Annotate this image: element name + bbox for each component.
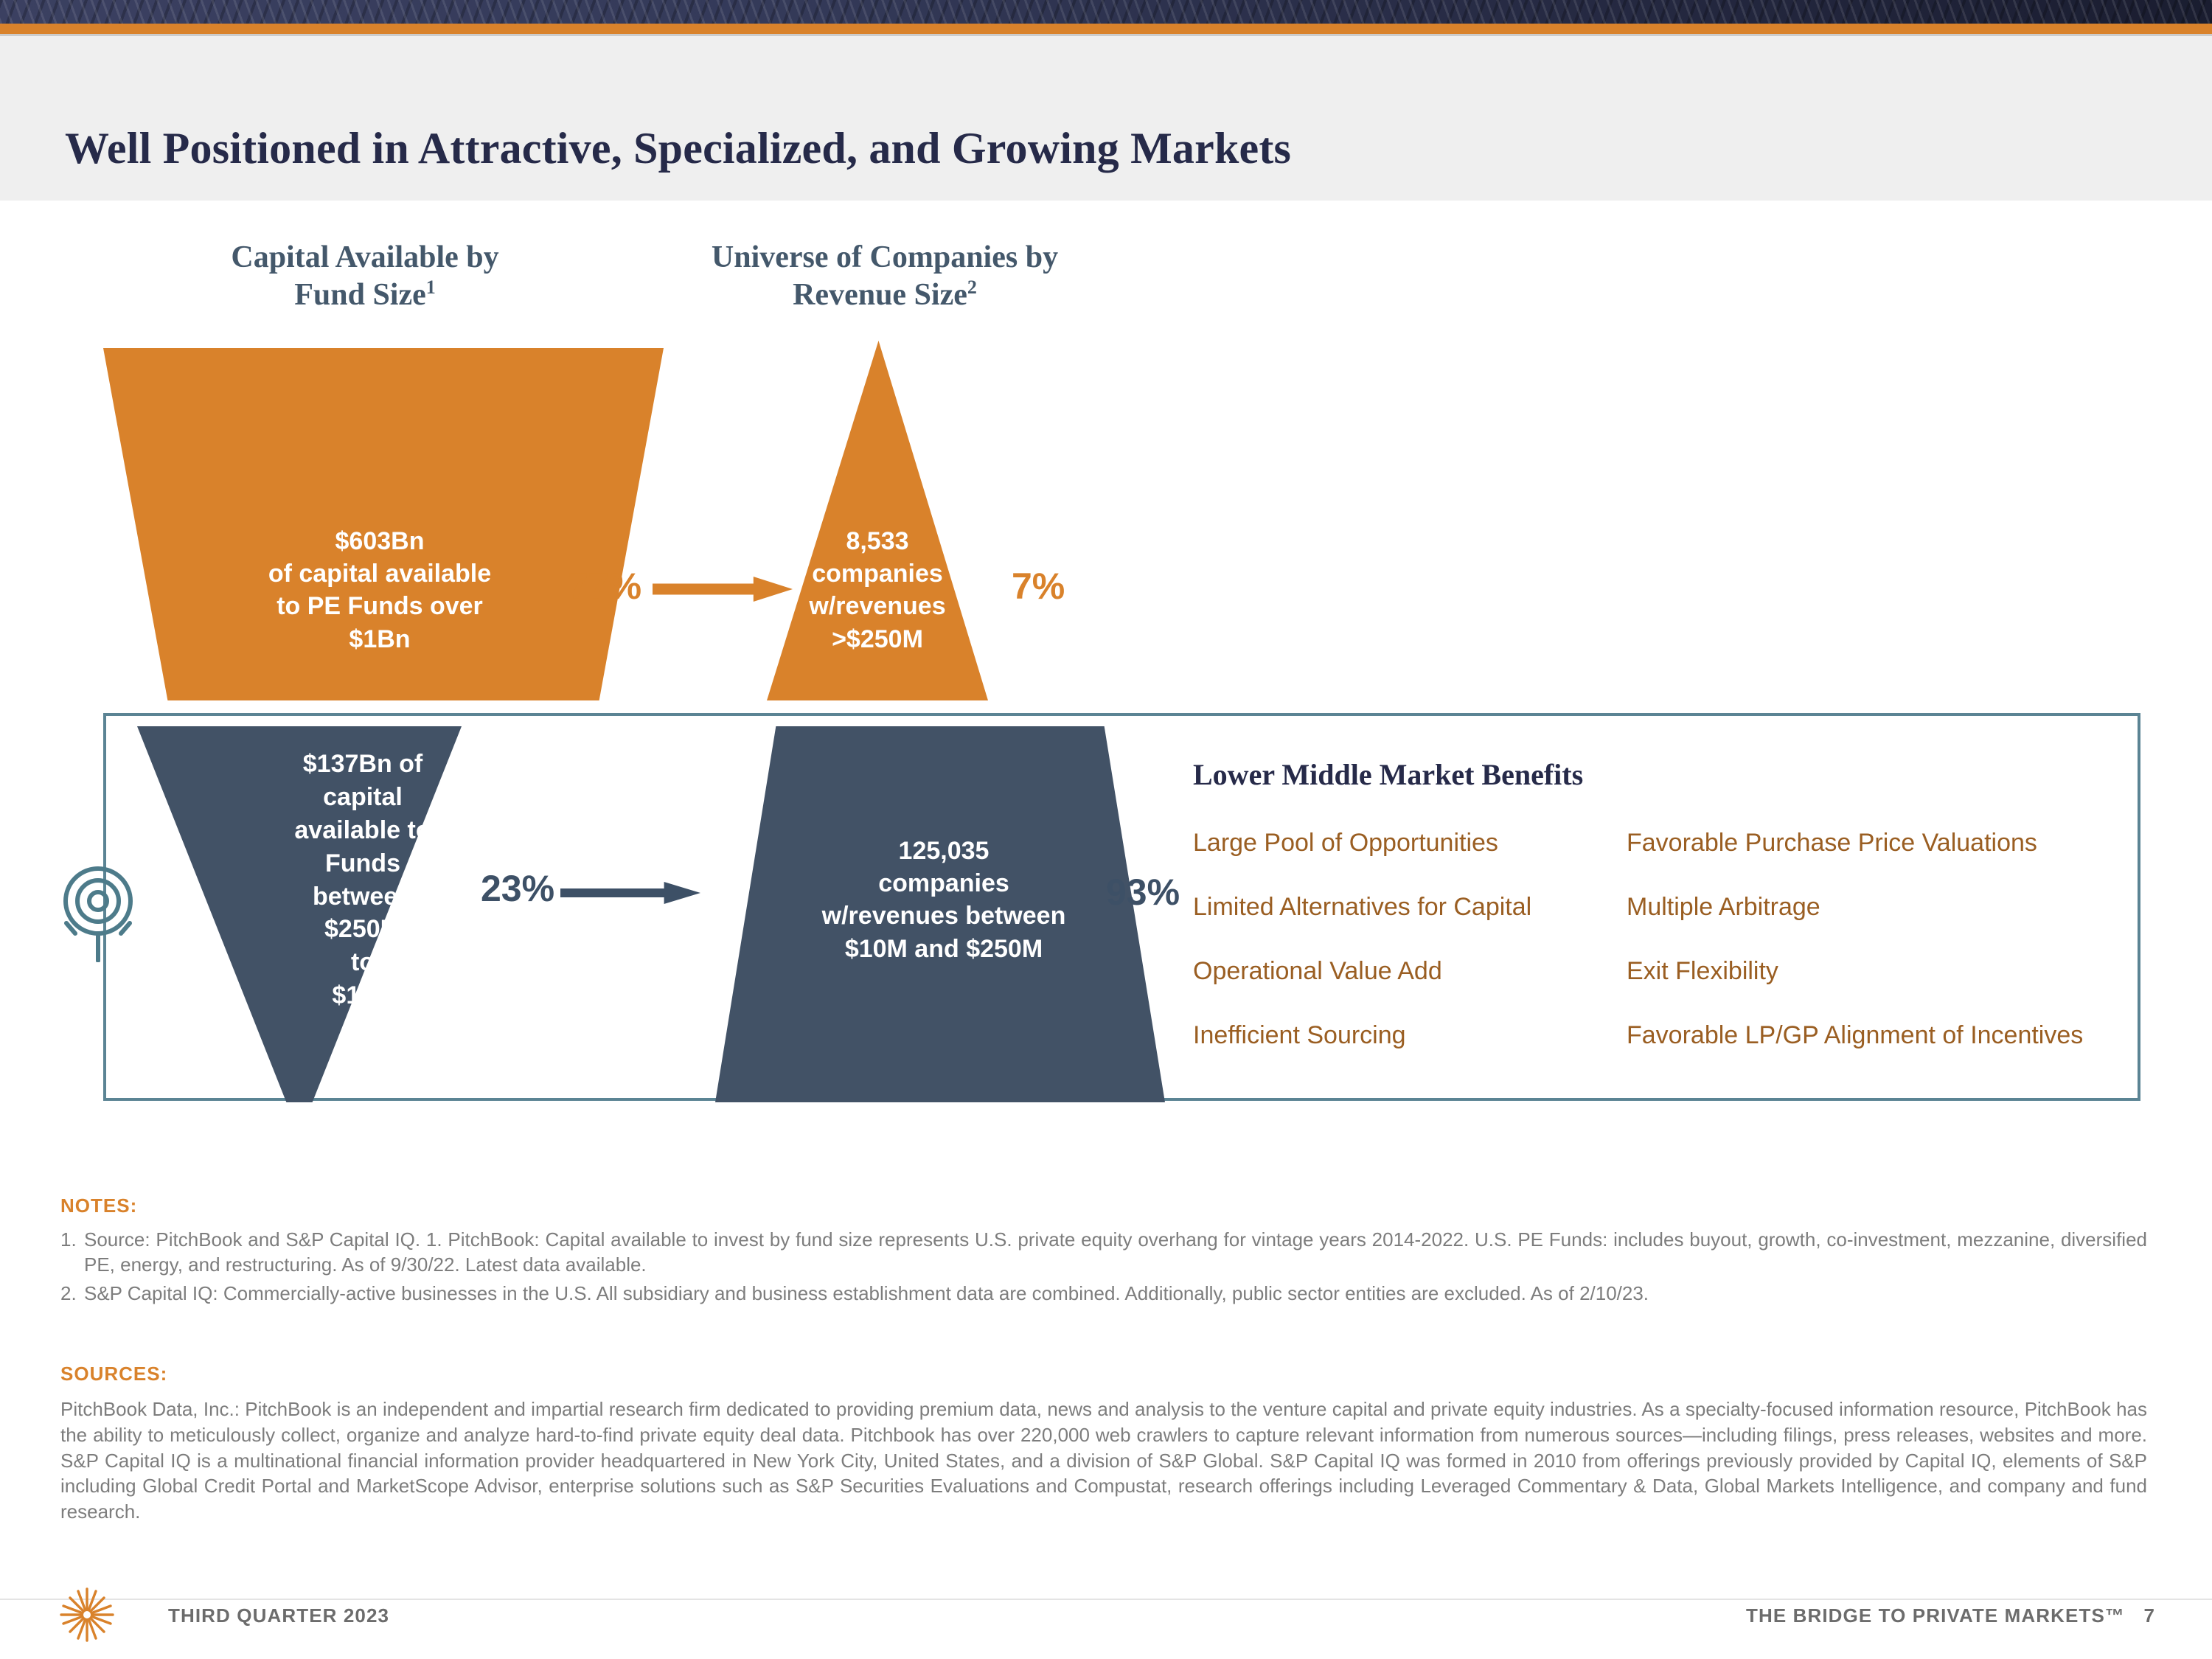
- band-stripe-pattern: [0, 0, 2212, 24]
- capital-heading-line2: Fund Size: [294, 277, 426, 312]
- capital-heading-line1: Capital Available by: [231, 240, 499, 274]
- benefit-item: Large Pool of Opportunities: [1193, 829, 1498, 857]
- benefit-item: Inefficient Sourcing: [1193, 1021, 1406, 1049]
- top-orange-accent-bar: [0, 24, 2212, 34]
- benefit-row: Large Pool of Opportunities Favorable Pu…: [1193, 829, 2115, 894]
- funnel-label-universe-lower: 125,035 companies w/revenues between $10M a…: [821, 837, 1066, 963]
- title-bar: Well Positioned in Attractive, Specializ…: [0, 36, 2212, 201]
- universe-heading-line2: Revenue Size: [793, 277, 967, 312]
- benefit-row: Limited Alternatives for Capital Multipl…: [1193, 893, 2115, 958]
- sources-label: SOURCES:: [60, 1363, 168, 1385]
- percent-orange-share: 7%: [1012, 566, 1065, 607]
- footer-tagline: THE BRIDGE TO PRIVATE MARKETS™: [1745, 1604, 2125, 1627]
- note-text: Source: PitchBook and S&P Capital IQ. 1.…: [84, 1228, 2147, 1276]
- sources-text: PitchBook Data, Inc.: PitchBook is an in…: [60, 1398, 2147, 1523]
- benefit-item: Favorable Purchase Price Valuations: [1627, 829, 2037, 857]
- percent-orange-conversion: 77%: [568, 566, 642, 607]
- note-item: 1. Source: PitchBook and S&P Capital IQ.…: [60, 1227, 2147, 1278]
- benefit-row: Inefficient Sourcing Favorable LP/GP Ali…: [1193, 1021, 2115, 1086]
- funnel-shape-capital-upper: [103, 348, 664, 700]
- note-number: 2.: [60, 1281, 77, 1304]
- footer-page-number: 7: [2143, 1604, 2154, 1627]
- top-decorative-band: [0, 0, 2212, 24]
- starburst-logo-icon: [60, 1587, 114, 1642]
- note-item: 2. S&P Capital IQ: Commercially-active b…: [60, 1281, 2147, 1306]
- capital-heading-footnote: 1: [425, 276, 436, 298]
- funnel-label-capital-upper: $603Bn of capital available to PE Funds ov…: [268, 527, 492, 653]
- arrow-right-orange-icon: [653, 577, 793, 602]
- note-text: S&P Capital IQ: Commercially-active busi…: [84, 1281, 1649, 1304]
- benefit-item: Multiple Arbitrage: [1627, 893, 1820, 921]
- universe-heading-footnote: 2: [967, 276, 977, 298]
- benefit-item: Exit Flexibility: [1627, 957, 1778, 985]
- percent-navy-conversion: 23%: [481, 868, 555, 909]
- note-number: 1.: [60, 1228, 77, 1251]
- percent-navy-share: 93%: [1106, 872, 1180, 913]
- page-title: Well Positioned in Attractive, Specializ…: [65, 124, 1292, 173]
- funnel-label-universe-upper: 8,533 companies w/revenues >$250M: [809, 527, 946, 653]
- target-icon: [63, 866, 133, 962]
- top-accent-shadow: [0, 34, 2212, 36]
- benefits-grid: Large Pool of Opportunities Favorable Pu…: [1193, 829, 2115, 1086]
- funnel-label-capital-lower: $137Bn of capital available to Funds between…: [294, 750, 431, 1010]
- footer-quarter-label: THIRD QUARTER 2023: [168, 1604, 390, 1627]
- notes-list: 1. Source: PitchBook and S&P Capital IQ.…: [60, 1227, 2147, 1309]
- benefits-title: Lower Middle Market Benefits: [1193, 758, 1584, 791]
- benefit-row: Operational Value Add Exit Flexibility: [1193, 957, 2115, 1022]
- benefit-item: Operational Value Add: [1193, 957, 1442, 985]
- funnel-shape-universe-lower: [715, 726, 1165, 1102]
- column-heading-universe-of-companies: Universe of Companies by Revenue Size2: [619, 240, 1150, 313]
- universe-heading-line1: Universe of Companies by: [711, 240, 1059, 274]
- column-heading-capital-available: Capital Available by Fund Size1: [140, 240, 590, 313]
- benefit-item: Favorable LP/GP Alignment of Incentives: [1627, 1021, 2084, 1049]
- notes-label: NOTES:: [60, 1194, 138, 1217]
- footer-divider: [0, 1599, 2212, 1600]
- benefit-item: Limited Alternatives for Capital: [1193, 893, 1532, 921]
